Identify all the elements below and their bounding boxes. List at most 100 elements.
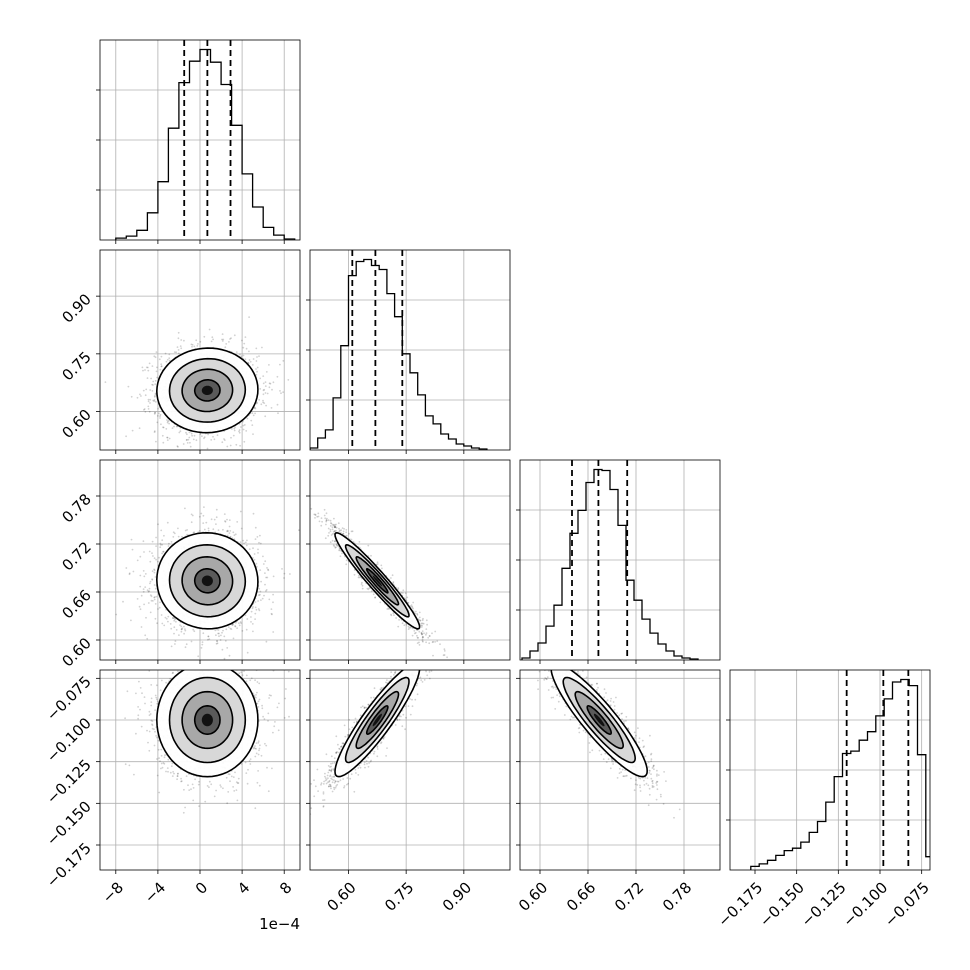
scatter-point [155,595,158,598]
scatter-point [228,532,231,534]
scatter-point [152,384,154,386]
scatter-point [155,545,158,547]
scatter-point [144,586,147,588]
scatter-point [186,533,189,536]
scatter-point [187,438,190,441]
scatter-point [144,369,146,371]
scatter-point [256,565,258,568]
scatter-point [229,530,232,532]
scatter-point [216,628,218,631]
scatter-point [265,640,268,643]
scatter-point [212,528,215,531]
scatter-point [259,569,262,571]
scatter-point [227,626,230,628]
scatter-point [173,619,176,622]
contour-line [193,379,221,402]
scatter-point [392,581,395,583]
scatter-point [156,376,159,379]
scatter-point [191,434,194,437]
scatter-point [248,316,251,318]
scatter-point [239,353,241,356]
scatter-point [166,436,169,439]
scatter-point [147,398,150,401]
scatter-point [167,479,169,481]
scatter-point [154,603,157,605]
scatter-point [199,340,202,343]
contour-line [155,531,259,630]
scatter-point [151,579,154,581]
scatter-point [327,534,330,537]
scatter-panel-p0-p2: 0.600.660.720.78 [58,459,301,670]
scatter-point [218,632,220,635]
scatter-point [147,400,150,403]
histogram-p1 [310,258,488,450]
scatter-point [253,558,256,561]
scatter-point [140,626,143,628]
scatter-point [221,631,223,634]
scatter-point [228,654,231,657]
scatter-point [154,394,156,397]
scatter-point [165,617,168,620]
scatter-point [171,427,174,429]
scatter-point [264,392,267,394]
scatter-point [192,531,195,534]
scatter-point [125,567,128,569]
scatter-point [257,600,259,602]
scatter-point [201,641,204,643]
scatter-point [240,622,243,624]
scatter-point [142,369,144,372]
scatter-point [239,510,242,513]
scatter-point [139,555,142,558]
scatter-point [179,624,181,626]
scatter-point [252,433,254,435]
scatter-point [418,616,421,619]
scatter-point [151,390,154,392]
scatter-point [139,393,141,396]
scatter-point [269,382,272,385]
scatter-point [248,350,250,353]
scatter-point [247,362,250,364]
scatter-point [143,408,146,410]
scatter-point [337,522,340,525]
scatter-point [128,572,131,575]
hist-panel-p3: −0.175−0.150−0.125−0.100−0.075 [714,669,933,930]
scatter-point [264,583,266,586]
scatter-point [131,548,134,551]
scatter-point [154,411,156,414]
scatter-point [190,432,193,435]
scatter-point [186,433,188,436]
scatter-point [262,375,265,377]
scatter-point [233,427,236,430]
scatter-point [122,600,124,603]
scatter-point [164,352,167,355]
scatter-point [195,339,198,342]
scatter-point [157,407,160,410]
scatter-point [140,395,142,397]
scatter-point [258,355,260,357]
histogram-p3 [750,678,930,870]
scatter-point [214,629,217,632]
scatter-point [268,386,271,389]
scatter-point [251,623,254,625]
histogram-p2 [521,468,699,660]
scatter-point [144,634,147,637]
scatter-point [342,530,345,533]
scatter-point [190,343,193,346]
scatter-point [160,423,162,426]
scatter-point [152,555,154,557]
scatter-point [151,365,154,367]
scatter-point [234,621,237,624]
scatter-point [246,651,249,654]
scatter-point [173,532,176,535]
scatter-point [153,399,156,401]
scatter-point [232,531,235,534]
scatter-point [143,408,145,411]
scatter-point [159,601,161,604]
scatter-point [151,552,153,554]
scatter-point [367,588,370,591]
scatter-point [267,569,270,572]
scatter-point [262,401,264,404]
x-tick-label: −0.100 [839,878,891,930]
scatter-point [226,445,229,448]
